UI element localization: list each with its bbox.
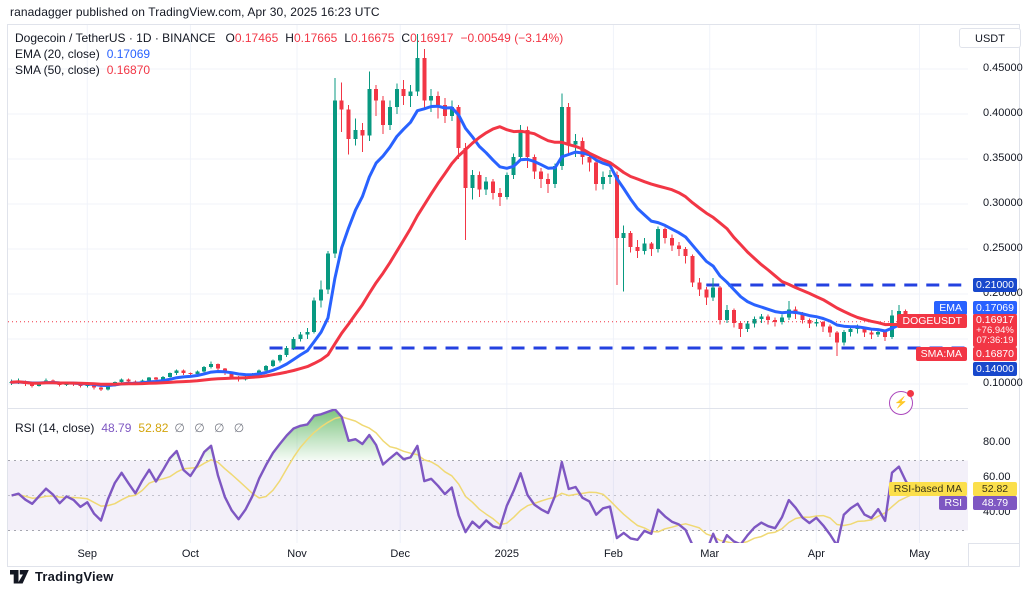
symbol-title[interactable]: Dogecoin / TetherUS · 1D · BINANCE xyxy=(15,31,216,45)
price-tick-label: 0.25000 xyxy=(983,242,1023,254)
bar-countdown: 07:36:19 xyxy=(976,335,1014,346)
lightning-icon: ⚡ xyxy=(894,396,908,409)
sma-value-badge: 0.16870 xyxy=(973,347,1017,361)
rsi-value: 48.79 xyxy=(101,421,132,435)
price-tick-label: 0.30000 xyxy=(983,197,1023,209)
price-tick-label: 0.40000 xyxy=(983,107,1023,119)
chart-canvas[interactable] xyxy=(8,25,1019,566)
change-value: −0.00549 (−3.14%) xyxy=(460,31,564,45)
low-label: L xyxy=(344,31,352,45)
low-value: 0.16675 xyxy=(351,31,395,45)
rsi-tag: RSI xyxy=(939,496,967,510)
rsi-legend-row[interactable]: RSI (14, close) 48.79 52.82 ∅ ∅ ∅ ∅ xyxy=(15,421,247,435)
close-label: C xyxy=(401,31,411,45)
ema-tag: EMA xyxy=(934,301,967,315)
tradingview-brand-text[interactable]: TradingView xyxy=(35,569,114,584)
price-axis[interactable]: 0.21000 0.17069 0.16917 +76.94% 07:36:19… xyxy=(968,25,1023,543)
tradingview-logo-icon[interactable] xyxy=(10,569,29,584)
price-tick-label: 0.10000 xyxy=(983,377,1023,389)
ema-value-badge: 0.17069 xyxy=(973,301,1017,315)
close-value: 0.16917 xyxy=(410,31,454,45)
symbol-tag: DOGEUSDT xyxy=(897,314,967,328)
last-price-badge: 0.16917 +76.94% 07:36:19 xyxy=(973,314,1017,347)
ema-legend-row[interactable]: EMA (20, close) 0.17069 xyxy=(15,46,563,62)
notification-dot xyxy=(907,390,914,397)
sma-tag: SMA:MA xyxy=(915,347,967,361)
change-percent-value: +76.94% xyxy=(976,325,1014,336)
high-value: 0.17665 xyxy=(293,31,338,45)
time-axis-label: Mar xyxy=(700,548,720,560)
time-axis-label: Apr xyxy=(807,548,825,560)
sma-legend-row[interactable]: SMA (50, close) 0.16870 xyxy=(15,62,563,78)
rsi-ma-value: 52.82 xyxy=(138,421,169,435)
symbol-legend-row[interactable]: Dogecoin / TetherUS · 1D · BINANCE O0.174… xyxy=(15,30,563,46)
time-axis-label: 2025 xyxy=(494,548,520,560)
price-tick-label: 0.35000 xyxy=(983,152,1023,164)
rsi-tick-label: 60.00 xyxy=(983,471,1011,483)
open-value: 0.17465 xyxy=(234,31,279,45)
rsi-ma-tag: RSI-based MA xyxy=(888,482,967,496)
rsi-ma-value-badge: 52.82 xyxy=(973,482,1017,496)
publish-line: ranadagger published on TradingView.com,… xyxy=(10,5,380,19)
footer: TradingView xyxy=(10,569,114,584)
time-axis-label: Nov xyxy=(287,548,307,560)
last-price-value: 0.16917 xyxy=(976,314,1014,326)
rsi-tick-label: 80.00 xyxy=(983,436,1011,448)
price-tick-label: 0.45000 xyxy=(983,62,1023,74)
sma-value: 0.16870 xyxy=(106,63,151,77)
sma-label: SMA (50, close) xyxy=(15,63,100,77)
currency-unit-button[interactable]: USDT xyxy=(959,28,1021,48)
time-axis-label: May xyxy=(909,548,930,560)
time-axis[interactable]: Sep Oct Nov Dec 2025 Feb Mar Apr May xyxy=(8,543,968,565)
chart-widget: Dogecoin / TetherUS · 1D · BINANCE O0.174… xyxy=(7,24,1023,567)
time-axis-label: Feb xyxy=(603,548,623,560)
time-axis-label: Sep xyxy=(77,548,98,560)
rsi-label: RSI (14, close) xyxy=(15,421,95,435)
time-axis-label: Oct xyxy=(181,548,199,560)
rsi-empty-slots: ∅ ∅ ∅ ∅ xyxy=(174,421,248,435)
upper-level-badge: 0.21000 xyxy=(973,278,1017,292)
high-label: H xyxy=(285,31,294,45)
lower-level-badge: 0.14000 xyxy=(973,362,1017,376)
time-axis-label: Dec xyxy=(390,548,410,560)
main-legend: Dogecoin / TetherUS · 1D · BINANCE O0.174… xyxy=(15,30,563,78)
flash-alert-button[interactable]: ⚡ xyxy=(889,390,914,415)
rsi-value-badge: 48.79 xyxy=(973,496,1017,510)
open-label: O xyxy=(225,31,235,45)
ema-value: 0.17069 xyxy=(106,47,151,61)
ema-label: EMA (20, close) xyxy=(15,47,100,61)
